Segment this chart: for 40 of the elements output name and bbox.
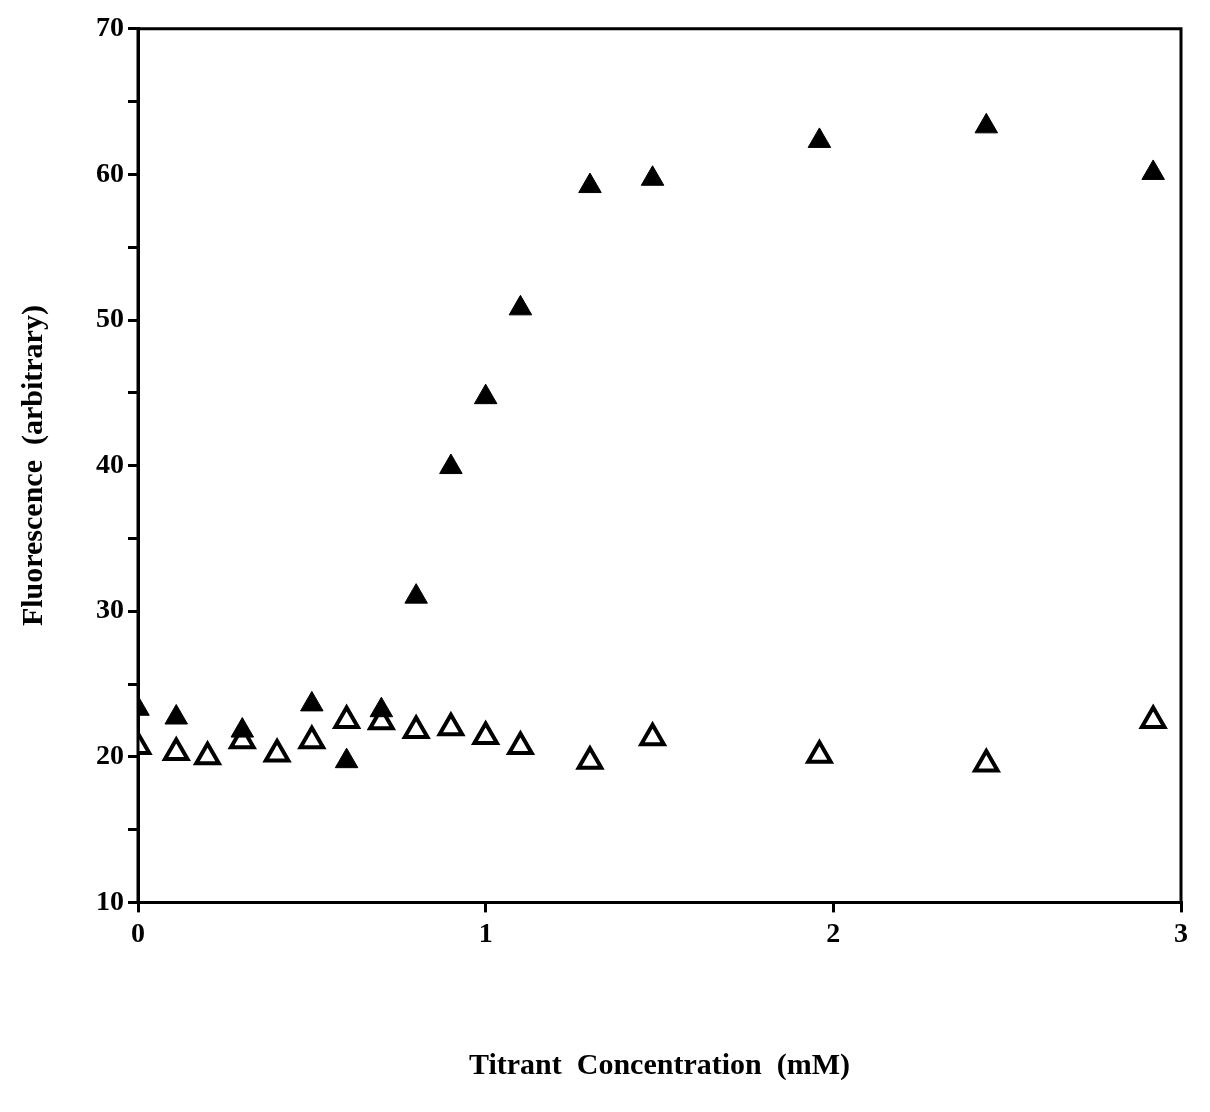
- point: [193, 739, 223, 766]
- y-tick-label: 20: [96, 739, 124, 771]
- point: [263, 738, 291, 763]
- point: [334, 747, 359, 769]
- y-tick-label: 30: [96, 593, 124, 625]
- point: [505, 729, 535, 756]
- point: [973, 749, 1000, 773]
- y-tick-label: 10: [96, 884, 124, 916]
- point: [473, 383, 498, 405]
- y-tick-label: 70: [96, 11, 124, 43]
- y-axis-title: Fluorescence (arbitrary): [14, 305, 49, 627]
- point: [807, 127, 832, 148]
- y-tick-label: 50: [96, 302, 124, 334]
- point: [162, 737, 190, 761]
- y-tick-label: 40: [96, 447, 124, 479]
- point: [508, 294, 533, 316]
- point: [1141, 159, 1165, 180]
- point: [472, 721, 499, 745]
- point: [164, 703, 188, 725]
- x-tick-label: 2: [826, 917, 841, 949]
- point: [297, 723, 327, 750]
- point: [300, 690, 324, 712]
- point: [640, 165, 665, 186]
- y-tick-label: 60: [96, 156, 124, 188]
- point: [369, 696, 394, 718]
- x-tick-label: 1: [478, 917, 493, 949]
- point: [578, 172, 602, 194]
- point: [401, 713, 431, 740]
- point: [333, 705, 360, 729]
- point: [1139, 705, 1167, 729]
- point: [230, 717, 255, 738]
- x-axis-title: Titrant Concentration (mM): [468, 1046, 851, 1081]
- x-tick-label: 0: [131, 917, 145, 949]
- point: [436, 710, 466, 737]
- point: [439, 453, 463, 475]
- point: [974, 112, 999, 134]
- point: [576, 746, 604, 770]
- point: [404, 583, 428, 604]
- x-tick-label: 3: [1174, 917, 1188, 949]
- point: [806, 740, 833, 764]
